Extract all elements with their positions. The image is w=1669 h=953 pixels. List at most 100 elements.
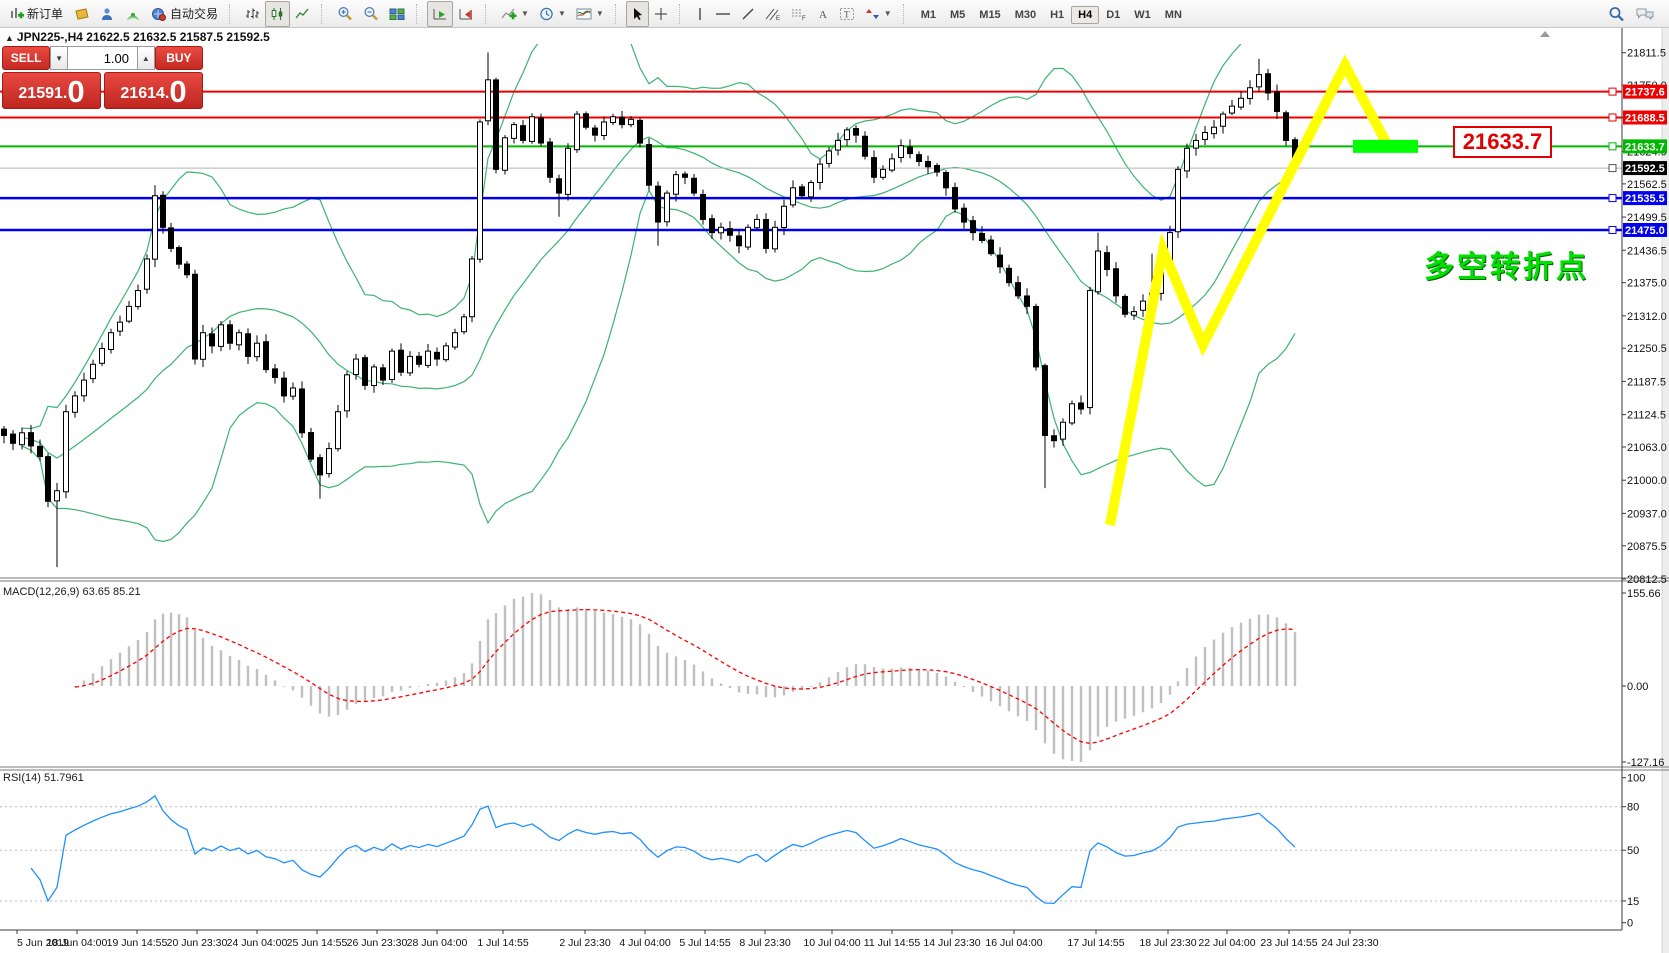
timeframe-group: M1 M5 M15 M30 H1 H4 D1 W1 MN <box>914 5 1189 24</box>
svg-text:F: F <box>802 16 806 21</box>
highlight-segment[interactable] <box>1353 139 1418 153</box>
axis-label: 21124.5 <box>1627 410 1666 422</box>
svg-text:21535.5: 21535.5 <box>1625 193 1665 205</box>
date-label: 24 Jul 23:30 <box>1321 937 1378 949</box>
buy-price-main: 21614. <box>120 85 170 102</box>
line-chart-button[interactable] <box>290 1 315 27</box>
navigator-button[interactable] <box>94 1 120 27</box>
buy-button[interactable]: BUY <box>154 46 203 70</box>
periods-button[interactable]: ▼ <box>534 1 571 27</box>
autotrading-icon <box>152 7 167 21</box>
bar-chart-button[interactable] <box>240 1 265 27</box>
date-label: 11 Jul 14:55 <box>864 937 921 949</box>
dropdown-caret-icon: ▼ <box>557 9 566 18</box>
one-click-trading-panel: SELL ▼ ▲ BUY 21591.0 21614.0 <box>2 46 203 109</box>
date-label: 24 Jun 04:00 <box>227 937 288 949</box>
templates-button[interactable]: ▼ <box>571 1 609 27</box>
vertical-line-tool[interactable] <box>690 1 710 27</box>
vertical-line-icon <box>699 7 701 20</box>
candlestick-chart-icon <box>271 7 283 20</box>
zoom-in-button[interactable] <box>332 1 358 27</box>
axis-label: 80 <box>1627 802 1639 814</box>
chart-canvas[interactable]: 21811.521750.021688.521624.021562.521499… <box>0 28 1669 953</box>
timeframe-M15[interactable]: M15 <box>979 8 1001 21</box>
trendline-tool[interactable] <box>736 1 760 27</box>
cursor-button[interactable] <box>625 0 649 27</box>
equidistant-channel-tool[interactable]: E <box>760 1 786 27</box>
timeframe-W1[interactable]: W1 <box>1134 8 1151 21</box>
timeframe-H4[interactable]: H4 <box>1071 5 1100 24</box>
triangle-down-icon: ▼ <box>55 53 64 63</box>
date-label: 8 Jul 23:30 <box>739 937 791 949</box>
timeframe-M30[interactable]: M30 <box>1014 8 1037 21</box>
volume-input[interactable] <box>68 46 137 70</box>
zigzag-annotation[interactable] <box>1105 54 1395 526</box>
chart-title-text: JPN225-,H4 21622.5 21632.5 21587.5 21592… <box>16 30 270 44</box>
axis-label: 155.66 <box>1627 588 1661 600</box>
sell-button[interactable]: SELL <box>2 46 51 70</box>
axis-price-label <box>1623 84 1667 99</box>
chart-shift-icon <box>459 8 473 19</box>
axis-label: 21000.0 <box>1627 475 1667 487</box>
horizontal-line-tool[interactable] <box>710 1 736 27</box>
dropdown-caret-icon: ▼ <box>883 9 892 18</box>
line-handle[interactable] <box>1608 164 1617 173</box>
svg-text:T: T <box>844 9 850 19</box>
new-order-button[interactable]: 新订单 <box>4 1 68 27</box>
templates-icon <box>576 8 592 19</box>
sell-price-display[interactable]: 21591. 0 <box>2 72 101 109</box>
timeframe-M5[interactable]: M5 <box>950 8 966 21</box>
terminal-button[interactable] <box>120 1 146 27</box>
volume-decrease-button[interactable]: ▼ <box>50 46 68 70</box>
autotrading-button[interactable]: 自动交易 <box>146 1 223 27</box>
timeframe-MN[interactable]: MN <box>1164 8 1182 21</box>
tile-windows-button[interactable] <box>384 1 410 27</box>
axis-label: 21312.0 <box>1627 311 1667 323</box>
buy-price-display[interactable]: 21614. 0 <box>104 72 203 109</box>
line-handle[interactable] <box>1608 194 1617 203</box>
svg-text:A: A <box>819 9 827 21</box>
volume-increase-button[interactable]: ▲ <box>137 46 155 70</box>
date-label: 26 Jun 23:30 <box>347 937 408 949</box>
price-callout-box[interactable]: 21633.7 <box>1453 126 1552 158</box>
text-label-tool[interactable]: T <box>834 1 860 27</box>
chart-shift-button[interactable] <box>453 1 479 27</box>
dropdown-caret-icon: ▼ <box>595 9 604 18</box>
toolbar-separator <box>902 3 911 24</box>
auto-scroll-button[interactable] <box>427 0 454 27</box>
line-handle[interactable] <box>1608 87 1617 96</box>
arrows-tool[interactable]: ▼ <box>860 1 897 27</box>
timeframe-H1[interactable]: H1 <box>1050 8 1065 21</box>
navigator-icon <box>102 7 113 20</box>
zoom-out-button[interactable] <box>358 1 384 27</box>
text-icon: A <box>819 9 827 21</box>
candlestick-chart-button[interactable] <box>265 0 291 27</box>
axis-label: 20875.5 <box>1627 541 1667 553</box>
search-icon[interactable] <box>1608 6 1625 22</box>
macd-signal-line <box>74 608 1296 745</box>
timeframe-D1[interactable]: D1 <box>1106 8 1121 21</box>
axis-price-label <box>1623 191 1667 206</box>
market-watch-button[interactable] <box>68 1 94 27</box>
turning-point-annotation[interactable]: 多空转折点 <box>1424 251 1589 284</box>
line-handle[interactable] <box>1608 225 1617 234</box>
indicators-button[interactable]: ▼ <box>496 1 534 27</box>
timeframe-M1[interactable]: M1 <box>920 8 936 21</box>
toolbar-separator <box>321 3 329 24</box>
fibonacci-tool[interactable]: F <box>786 1 812 27</box>
chat-icon[interactable] <box>1635 6 1655 22</box>
crosshair-icon <box>654 7 667 20</box>
rsi-line <box>30 794 1296 905</box>
line-handle[interactable] <box>1608 113 1617 122</box>
toolbar-separator <box>678 3 687 24</box>
date-label: 28 Jun 04:00 <box>407 937 468 949</box>
text-tool[interactable]: A <box>812 1 834 27</box>
axis-label: 21562.5 <box>1627 179 1667 191</box>
crosshair-button[interactable] <box>649 1 673 27</box>
line-handle[interactable] <box>1608 142 1617 151</box>
axis-label: 20812.5 <box>1627 574 1667 586</box>
date-label: 23 Jul 14:55 <box>1260 937 1317 949</box>
zoom-out-icon <box>364 6 378 21</box>
new-order-label: 新订单 <box>27 7 64 21</box>
horizontal-lines[interactable] <box>0 90 1622 232</box>
